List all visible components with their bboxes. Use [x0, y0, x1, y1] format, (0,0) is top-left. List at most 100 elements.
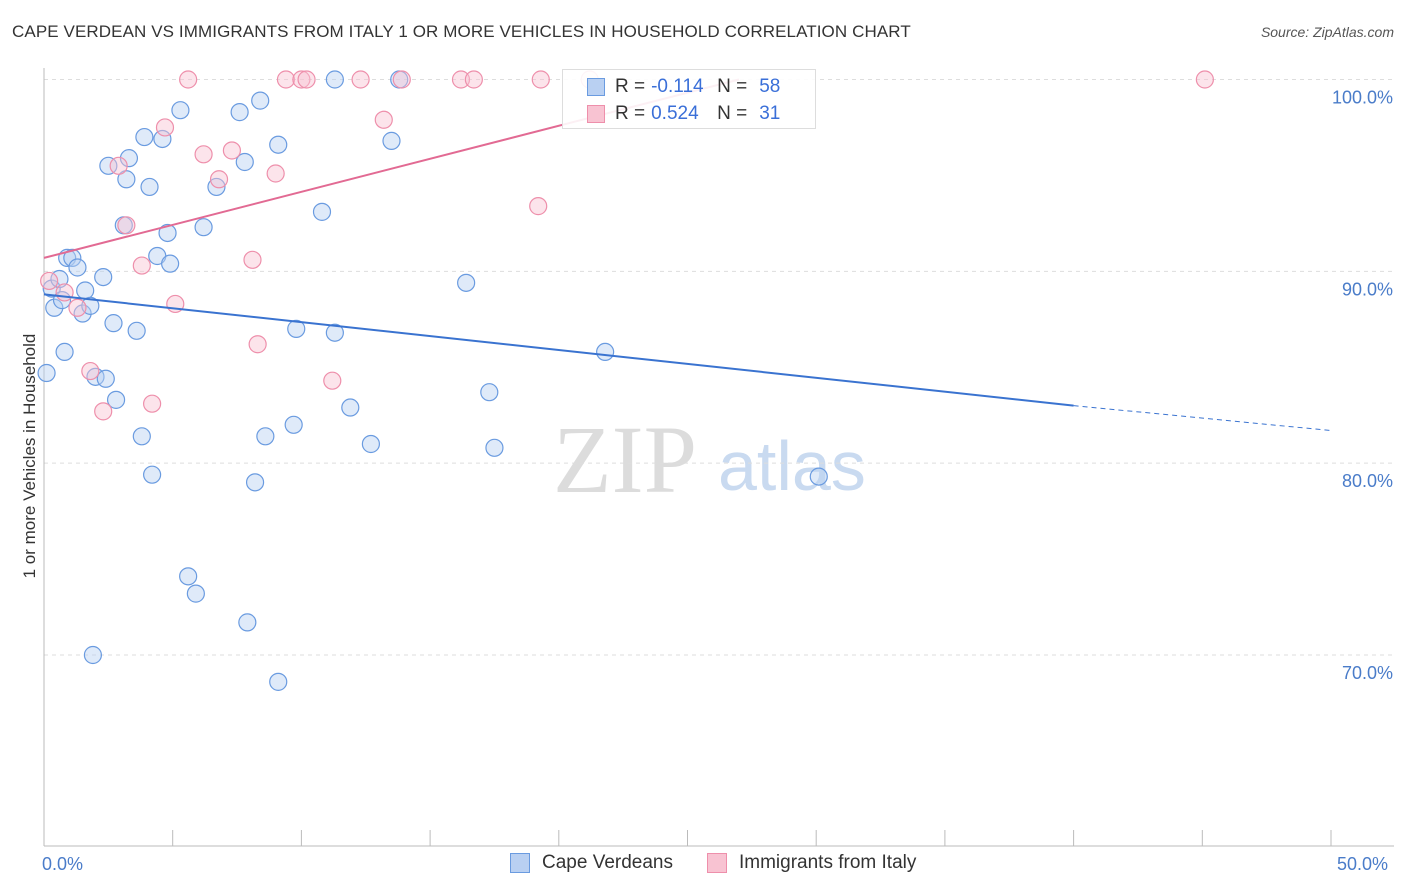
legend-r-label: R =	[615, 76, 646, 97]
legend-item-cape-verdeans[interactable]: Cape Verdeans	[510, 852, 673, 874]
italy-point	[81, 361, 100, 381]
x-ticks	[43, 830, 1332, 846]
watermark-zip: ZIP	[553, 406, 697, 513]
cape-verdean-point	[117, 170, 136, 189]
italy-point	[94, 402, 113, 421]
italy-point	[68, 298, 87, 317]
legend-label-cape-verdeans: Cape Verdeans	[542, 852, 673, 873]
stats-legend: R = -0.114 N = 58 R = 0.524 N = 31	[562, 69, 816, 129]
italy-point	[374, 110, 393, 129]
source-label: Source: ZipAtlas.com	[1260, 24, 1394, 40]
cape-verdean-point	[68, 258, 87, 277]
cape-verdean-point	[269, 672, 288, 691]
italy-point	[1195, 70, 1214, 89]
legend-row-italy: R = 0.524 N = 31	[587, 101, 780, 127]
italy-point	[464, 70, 483, 89]
cape-verdean-point	[186, 584, 205, 603]
italy-point	[531, 70, 550, 89]
cape-verdean-point	[104, 314, 123, 333]
italy-point	[194, 145, 213, 164]
cape-verdean-point	[256, 427, 275, 446]
y-tick-label: 100.0%	[1332, 88, 1393, 108]
cape-verdean-point	[361, 434, 380, 454]
italy-point	[392, 70, 411, 89]
legend-n-value: 58	[759, 76, 781, 97]
cape-verdean-point	[127, 321, 146, 340]
italy-point	[297, 70, 316, 89]
cape-verdean-point	[284, 415, 303, 434]
cape-verdean-point	[99, 156, 118, 175]
cape-verdean-point	[94, 267, 113, 287]
y-tick-label: 80.0%	[1342, 471, 1393, 491]
cape-verdean-point	[809, 467, 828, 486]
legend-n-label: N =	[717, 103, 748, 124]
italy-point	[155, 118, 175, 137]
italy-point	[323, 371, 342, 390]
cape-verdean-point	[63, 248, 82, 268]
cape-verdean-point	[269, 135, 288, 154]
italy-point	[451, 70, 471, 89]
cape-verdean-point	[312, 202, 332, 221]
cape-verdean-point	[194, 218, 213, 237]
italy-point	[55, 283, 74, 302]
legend-label-italy: Immigrants from Italy	[739, 852, 917, 873]
cape-verdean-point	[45, 298, 64, 317]
legend-swatch-cape-verdeans	[510, 853, 530, 873]
cape-verdean-point	[119, 149, 139, 168]
cape-verdean-point	[230, 103, 249, 122]
cape-verdean-point	[132, 427, 151, 446]
cape-verdean-point	[73, 304, 92, 323]
cape-verdean-point	[55, 342, 74, 362]
cape-verdean-point	[76, 281, 95, 300]
cape-verdean-trendline-extension	[1073, 405, 1332, 432]
italy-point	[117, 216, 136, 235]
italy-point	[529, 197, 548, 216]
italy-point	[276, 70, 296, 89]
italy-point	[209, 170, 229, 189]
legend-swatch-italy	[707, 853, 727, 873]
italy-point	[351, 70, 370, 89]
italy-point	[243, 250, 262, 269]
y-tick-label: 90.0%	[1342, 279, 1393, 299]
cape-verdean-point	[245, 473, 265, 492]
cape-verdean-point	[140, 177, 159, 197]
cape-verdean-point	[251, 91, 270, 110]
italy-point	[292, 70, 311, 89]
cape-verdean-point	[596, 342, 615, 362]
cape-verdean-point	[238, 613, 257, 632]
x-tick-label-max: 50.0%	[1337, 854, 1388, 874]
cape-verdean-point	[325, 70, 344, 89]
italy-point	[248, 335, 267, 354]
cape-verdean-point	[37, 363, 56, 383]
axes	[43, 68, 1394, 847]
italy-point	[266, 164, 285, 183]
trend-layer	[43, 78, 1332, 432]
cape-verdean-point	[325, 323, 344, 342]
cape-verdean-point	[382, 131, 401, 150]
chart-title: CAPE VERDEAN VS IMMIGRANTS FROM ITALY 1 …	[12, 22, 911, 41]
italy-point	[109, 156, 128, 175]
cape-verdean-point	[161, 254, 180, 273]
italy-point	[143, 394, 162, 413]
cape-verdean-point	[171, 101, 190, 120]
legend-r-value: -0.114	[651, 76, 704, 97]
cape-verdean-point	[485, 438, 504, 457]
x-tick-label-min: 0.0%	[42, 854, 83, 874]
y-tick-label: 70.0%	[1342, 663, 1393, 683]
legend-item-italy[interactable]: Immigrants from Italy	[707, 852, 916, 874]
cape-verdean-point	[153, 129, 172, 149]
cape-verdean-point	[341, 398, 360, 417]
cape-verdean-point	[135, 127, 154, 147]
watermark-atlas: atlas	[718, 427, 866, 505]
cape-verdean-point	[287, 319, 306, 338]
cape-verdean-point	[158, 223, 177, 243]
cape-verdean-point	[143, 465, 162, 484]
legend-swatch-blue	[587, 78, 605, 96]
legend-r-value: 0.524	[651, 103, 699, 124]
cape-verdean-point	[235, 152, 254, 172]
italy-point	[222, 141, 242, 160]
cape-verdean-point	[83, 645, 103, 665]
legend-r-label: R =	[615, 103, 646, 124]
cape-verdean-point	[106, 390, 126, 409]
